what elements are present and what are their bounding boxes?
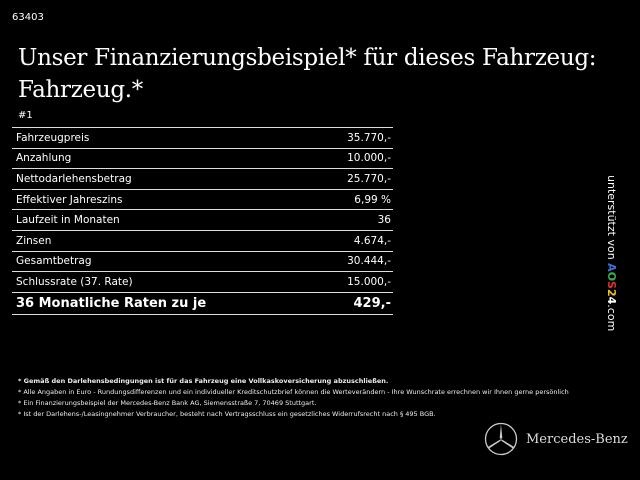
row-label: Schlussrate (37. Rate) [16,275,133,288]
table-row: Effektiver Jahreszins 6,99 % [12,190,393,211]
logo-text: Mercedes-Benz [526,431,628,447]
row-label: Effektiver Jahreszins [16,193,123,206]
footnote: * Gemäß den Darlehensbedingungen ist für… [18,377,389,385]
row-label: 36 Monatliche Raten zu je [16,295,207,311]
row-value: 6,99 % [354,193,391,206]
footnote: * Ein Finanzierungsbeispiel der Mercedes… [18,399,317,407]
footnote: * Alle Angaben in Euro - Rundungsdiffere… [18,388,569,396]
supported-by-text: unterstützt von [605,175,618,264]
table-row: Nettodarlehensbetrag 25.770,- [12,169,393,190]
aos24-brand: AOS24 [605,263,618,304]
monthly-rate-row: 36 Monatliche Raten zu je 429,- [12,293,393,315]
page-title: Unser Finanzierungsbeispiel* für dieses … [18,45,597,103]
example-number: #1 [18,110,33,121]
row-value: 35.770,- [347,131,391,144]
brand-letter: O [605,271,618,282]
mercedes-star-icon [484,422,518,456]
row-label: Anzahlung [16,152,72,165]
brand-letter: S [605,281,618,289]
finance-table: Fahrzeugpreis 35.770,- Anzahlung 10.000,- Ne… [12,127,393,315]
row-value: 15.000,- [347,275,391,288]
row-label: Nettodarlehensbetrag [16,172,132,185]
brand-letter: 2 [605,288,618,297]
table-row: Schlussrate (37. Rate) 15.000,- [12,272,393,293]
row-value: 429,- [353,295,391,311]
table-row: Zinsen 4.674,- [12,231,393,252]
row-value: 36 [377,214,391,227]
supported-by: unterstützt von AOS24.com [605,175,618,331]
mercedes-logo: Mercedes-Benz [484,422,628,456]
table-row: Fahrzeugpreis 35.770,- [12,128,393,149]
row-label: Fahrzeugpreis [16,131,90,144]
footnote: * Ist der Darlehens-/Leasingnehmer Verbr… [18,410,436,418]
row-value: 25.770,- [347,172,391,185]
table-row: Gesamtbetrag 30.444,- [12,252,393,273]
brand-letter: 4 [605,296,618,305]
table-row: Laufzeit in Monaten 36 [12,210,393,231]
row-value: 30.444,- [347,255,391,268]
listing-id: 63403 [12,12,44,23]
row-value: 4.674,- [353,234,391,247]
row-value: 10.000,- [347,152,391,165]
row-label: Gesamtbetrag [16,255,92,268]
table-row: Anzahlung 10.000,- [12,149,393,170]
brand-letter: A [605,263,618,272]
row-label: Zinsen [16,234,52,247]
row-label: Laufzeit in Monaten [16,214,120,227]
domain-suffix: .com [605,304,618,332]
footnotes: * Gemäß den Darlehensbedingungen ist für… [18,376,569,420]
